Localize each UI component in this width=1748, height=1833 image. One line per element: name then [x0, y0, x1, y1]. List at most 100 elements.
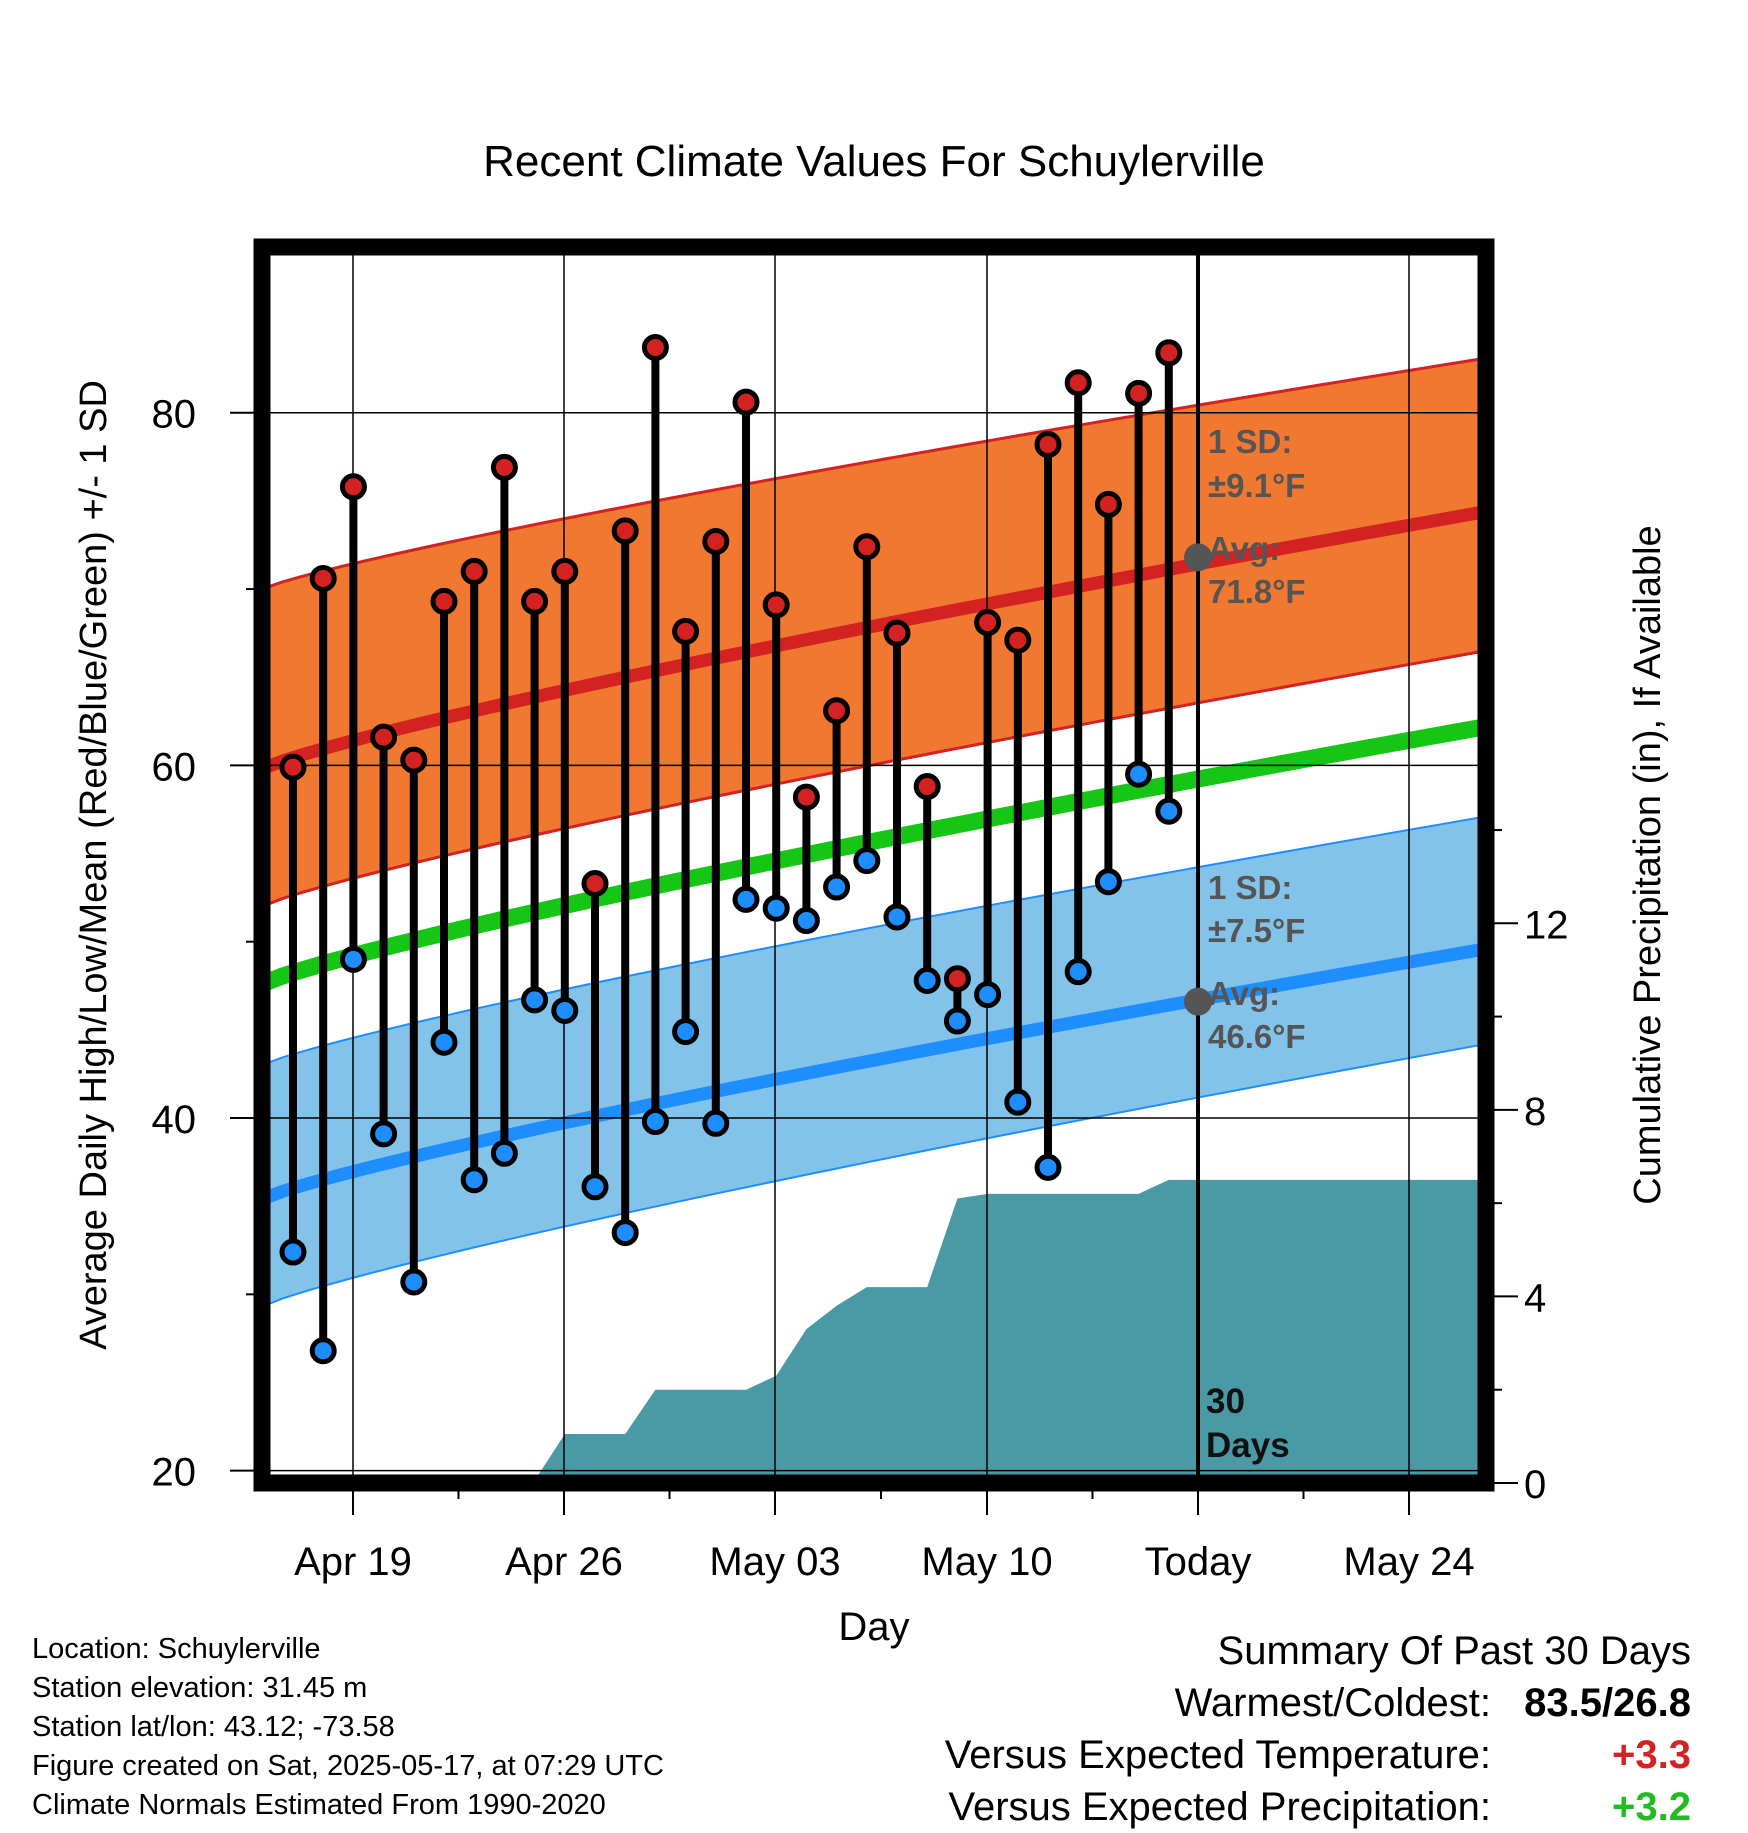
daily-low-point — [1004, 1088, 1032, 1116]
x-tick-label: May 10 — [921, 1540, 1052, 1584]
daily-low-point — [913, 966, 941, 994]
daily-high-point — [1064, 369, 1092, 397]
plot-area: 1 SD: ±9.1°F Avg: 71.8°F 1 SD: ±7.5°F Avg: 46.6… — [262, 247, 1486, 1483]
summary-title: Summary Of Past 30 Days — [1217, 1629, 1691, 1673]
latlon-text: Station lat/lon: 43.12; -73.58 — [32, 1711, 395, 1743]
y-tick-label: 80 — [152, 393, 197, 437]
daily-high-point — [370, 723, 398, 751]
daily-high-point — [279, 753, 307, 781]
daily-high-point — [974, 609, 1002, 637]
daily-low-point — [1155, 797, 1183, 825]
precip-area — [262, 1179, 1486, 1483]
high-avg-label: Avg: — [1208, 530, 1280, 567]
daily-low-point — [1094, 868, 1122, 896]
summary-temp-row: Versus Expected Temperature: +3.3 — [945, 1729, 1691, 1781]
daily-high-point — [913, 773, 941, 801]
daily-high-point — [702, 527, 730, 555]
daily-low-point — [792, 907, 820, 935]
daily-low-point — [974, 981, 1002, 1009]
summary-panel: Summary Of Past 30 Days Warmest/Coldest:… — [945, 1625, 1691, 1833]
daily-high-point — [732, 388, 760, 416]
daily-high-point — [762, 591, 790, 619]
daily-low-point — [430, 1028, 458, 1056]
daily-high-point — [672, 617, 700, 645]
created-text: Figure created on Sat, 2025-05-17, at 07… — [32, 1750, 664, 1782]
daily-low-point — [339, 945, 367, 973]
y-tick-label: 60 — [152, 745, 197, 789]
plot-frame — [253, 238, 1495, 1492]
high-sd-lower-edge — [262, 649, 1486, 908]
daily-high-point — [611, 517, 639, 545]
low-sd-label: 1 SD: — [1208, 869, 1292, 906]
normal-high-line — [262, 505, 1486, 775]
high-sd-upper-edge — [262, 356, 1486, 591]
station-info: Location: Schuylerville Station elevatio… — [32, 1630, 664, 1825]
y2-tick-label: 8 — [1524, 1090, 1546, 1134]
daily-low-point — [702, 1109, 730, 1137]
x-tick-label: May 24 — [1343, 1540, 1474, 1584]
daily-low-point — [370, 1120, 398, 1148]
daily-low-point — [672, 1018, 700, 1046]
daily-high-point — [551, 557, 579, 585]
daily-high-point — [460, 557, 488, 585]
daily-high-point — [1155, 339, 1183, 367]
warm-cold-label: Warmest/Coldest: — [1174, 1681, 1491, 1725]
y-tick-label: 20 — [152, 1451, 197, 1495]
daily-low-point — [309, 1337, 337, 1365]
daily-observations — [279, 334, 1183, 1365]
normal-mean-line — [262, 718, 1486, 992]
temp-departure-label: Versus Expected Temperature: — [944, 1733, 1491, 1777]
normal-low-line — [262, 942, 1486, 1206]
daily-high-point — [1094, 490, 1122, 518]
daily-high-point — [1004, 626, 1032, 654]
daily-low-point — [581, 1173, 609, 1201]
daily-low-point — [279, 1238, 307, 1266]
low-sd-value: ±7.5°F — [1208, 912, 1305, 949]
daily-low-point — [1064, 958, 1092, 986]
x-tick-label: May 03 — [709, 1540, 840, 1584]
daily-high-point — [490, 453, 518, 481]
daily-high-point — [309, 564, 337, 592]
temp-departure-value: +3.3 — [1612, 1733, 1691, 1777]
normals-text: Climate Normals Estimated From 1990-2020 — [32, 1789, 606, 1821]
daily-high-point — [339, 473, 367, 501]
daily-low-point — [883, 903, 911, 931]
window-label-count: 30 — [1206, 1382, 1245, 1421]
daily-low-point — [732, 885, 760, 913]
daily-high-point — [641, 334, 669, 362]
daily-low-point — [521, 986, 549, 1014]
daily-high-point — [400, 746, 428, 774]
low-avg-value: 46.6°F — [1208, 1018, 1306, 1055]
chart-title: Recent Climate Values For Schuylerville — [483, 137, 1265, 186]
x-tick-label: Apr 26 — [505, 1540, 623, 1584]
daily-low-point — [641, 1108, 669, 1136]
daily-low-point — [1034, 1153, 1062, 1181]
today-high-normal-marker — [1184, 543, 1212, 572]
daily-low-point — [611, 1219, 639, 1247]
summary-precip-row: Versus Expected Precipitation: +3.2 — [945, 1781, 1691, 1833]
daily-high-point — [430, 587, 458, 615]
summary-warm-cold-row: Warmest/Coldest: 83.5/26.8 — [945, 1677, 1691, 1729]
elevation-text: Station elevation: 31.45 m — [32, 1672, 368, 1704]
daily-low-point — [762, 894, 790, 922]
daily-high-point — [1034, 430, 1062, 458]
high-sd-label: 1 SD: — [1208, 423, 1292, 460]
daily-high-point — [853, 533, 881, 561]
x-tick-label: Apr 19 — [294, 1540, 412, 1584]
daily-low-point — [490, 1139, 518, 1167]
daily-low-point — [551, 996, 579, 1024]
daily-low-point — [823, 873, 851, 901]
daily-low-point — [943, 1007, 971, 1035]
low-avg-label: Avg: — [1208, 975, 1280, 1012]
x-axis-label: Day — [838, 1605, 909, 1649]
daily-high-point — [943, 965, 971, 993]
daily-high-point — [521, 587, 549, 615]
y2-tick-label: 4 — [1524, 1276, 1546, 1320]
daily-high-point — [823, 697, 851, 725]
x-tick-label: Today — [1145, 1540, 1252, 1584]
y2-tick-label: 12 — [1524, 903, 1569, 947]
daily-high-point — [883, 619, 911, 647]
daily-high-point — [1125, 379, 1153, 407]
